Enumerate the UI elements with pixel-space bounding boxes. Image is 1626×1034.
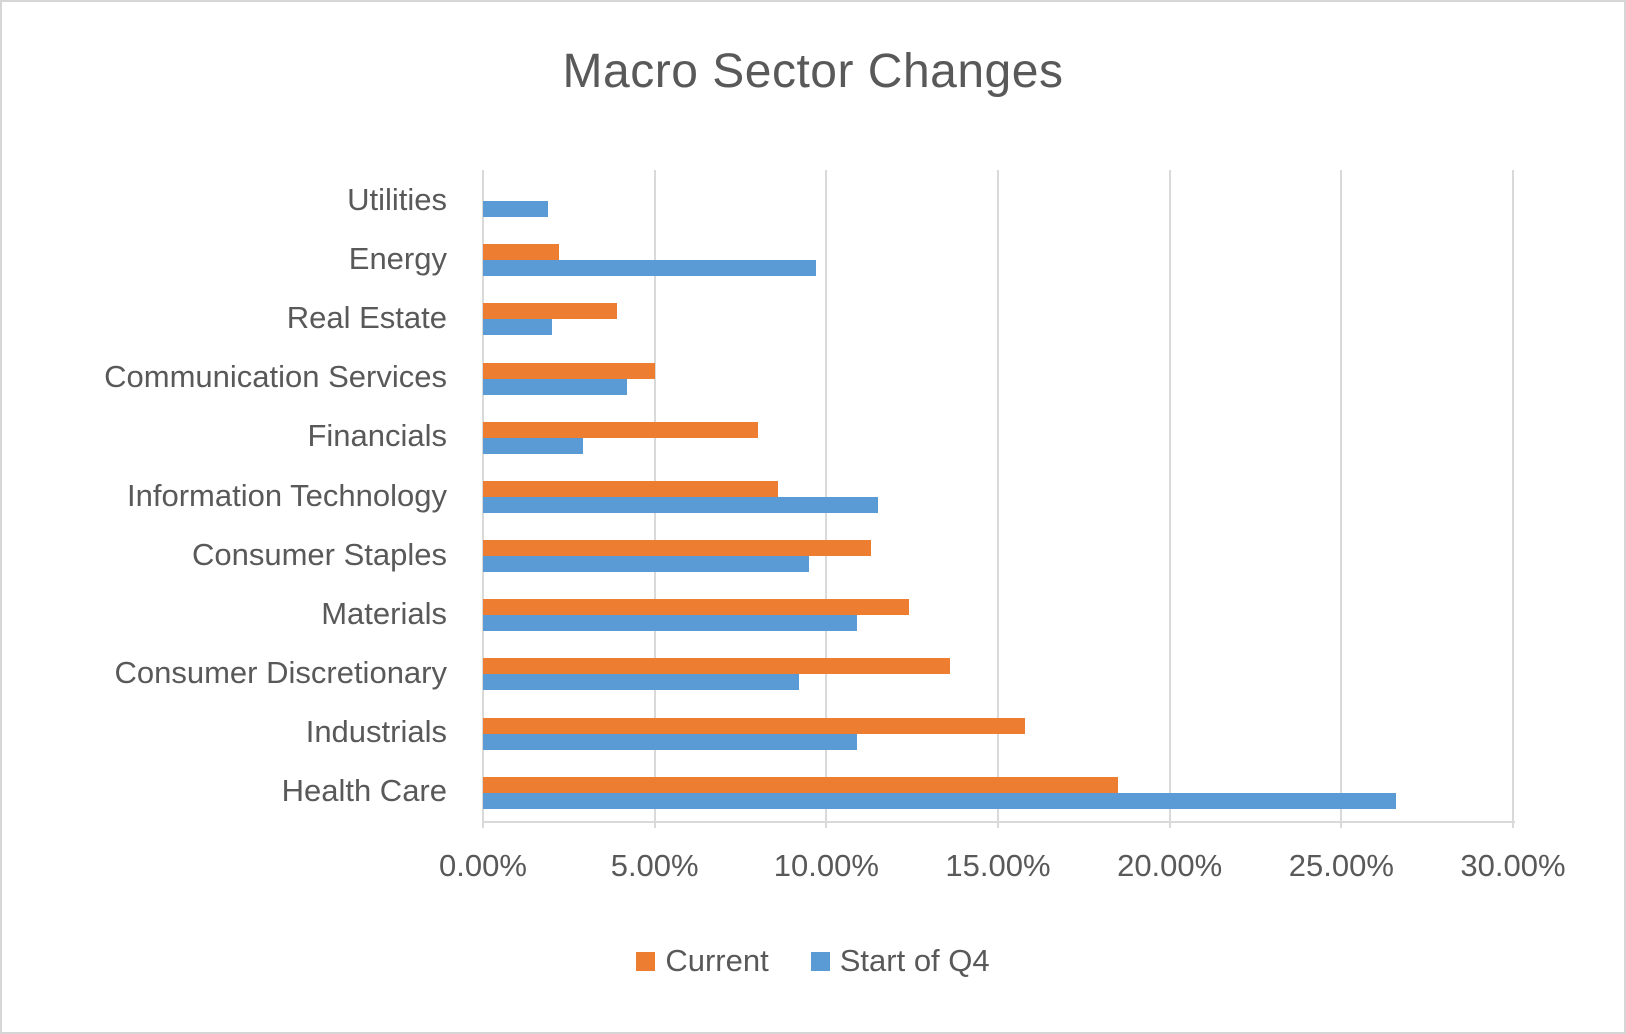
- bar-current: [483, 776, 1119, 793]
- x-axis-line: [483, 821, 1515, 823]
- bar-start-of-q4: [483, 556, 810, 573]
- category-label: Communication Services: [104, 359, 447, 395]
- category-label: Materials: [321, 595, 447, 631]
- axis-tick: [1512, 821, 1514, 828]
- bar-current: [483, 244, 559, 261]
- axis-tick: [1168, 821, 1171, 828]
- category-label: Utilities: [347, 181, 447, 217]
- category-label: Industrials: [305, 714, 447, 750]
- gridline: [997, 170, 999, 821]
- legend-item: Start of Q4: [810, 943, 990, 979]
- gridline: [1340, 170, 1343, 821]
- bar-current: [483, 303, 617, 320]
- x-axis-tick-label: 20.00%: [1117, 848, 1223, 883]
- bar-start-of-q4: [483, 260, 817, 277]
- bar-current: [483, 362, 655, 379]
- gridline: [1512, 170, 1514, 821]
- legend-item: Current: [636, 943, 769, 979]
- bar-current: [483, 480, 779, 497]
- legend-swatch-icon: [810, 951, 830, 971]
- bar-current: [483, 540, 871, 557]
- category-label: Consumer Staples: [191, 536, 447, 572]
- x-axis-tick-label: 10.00%: [773, 848, 879, 883]
- legend-label: Current: [665, 943, 769, 978]
- bar-start-of-q4: [483, 496, 878, 513]
- legend-label: Start of Q4: [839, 943, 990, 978]
- bar-current: [483, 658, 950, 675]
- legend-swatch-icon: [636, 951, 656, 971]
- category-label: Consumer Discretionary: [114, 655, 448, 691]
- x-axis-tick-label: 15.00%: [945, 848, 1051, 883]
- bar-current: [483, 421, 758, 438]
- category-label: Health Care: [281, 773, 447, 809]
- x-axis-tick-label: 30.00%: [1460, 848, 1566, 883]
- legend: Current Start of Q4: [2, 938, 1624, 984]
- bar-current: [483, 717, 1026, 734]
- axis-tick: [997, 821, 999, 828]
- x-axis-tick-label: 0.00%: [439, 848, 527, 883]
- x-axis-tick-label: 5.00%: [610, 848, 699, 883]
- bar-start-of-q4: [483, 378, 628, 395]
- gridline: [1168, 170, 1171, 821]
- x-axis-tick-label: 25.00%: [1288, 848, 1394, 883]
- category-label: Information Technology: [127, 477, 447, 513]
- axis-tick: [1340, 821, 1343, 828]
- bar-start-of-q4: [483, 437, 583, 454]
- bar-start-of-q4: [483, 319, 552, 336]
- bar-start-of-q4: [483, 201, 549, 217]
- bar-start-of-q4: [483, 615, 858, 632]
- bar-start-of-q4: [483, 733, 858, 750]
- bar-start-of-q4: [483, 792, 1397, 809]
- category-label: Energy: [348, 240, 447, 276]
- bar-current: [483, 599, 909, 616]
- axis-tick: [482, 821, 484, 828]
- category-label: Financials: [307, 418, 447, 454]
- gridline: [825, 170, 828, 821]
- chart-title: Macro Sector Changes: [562, 45, 1064, 98]
- bar-start-of-q4: [483, 674, 799, 691]
- category-label: Real Estate: [286, 299, 447, 335]
- axis-tick: [825, 821, 828, 828]
- axis-tick: [653, 821, 656, 828]
